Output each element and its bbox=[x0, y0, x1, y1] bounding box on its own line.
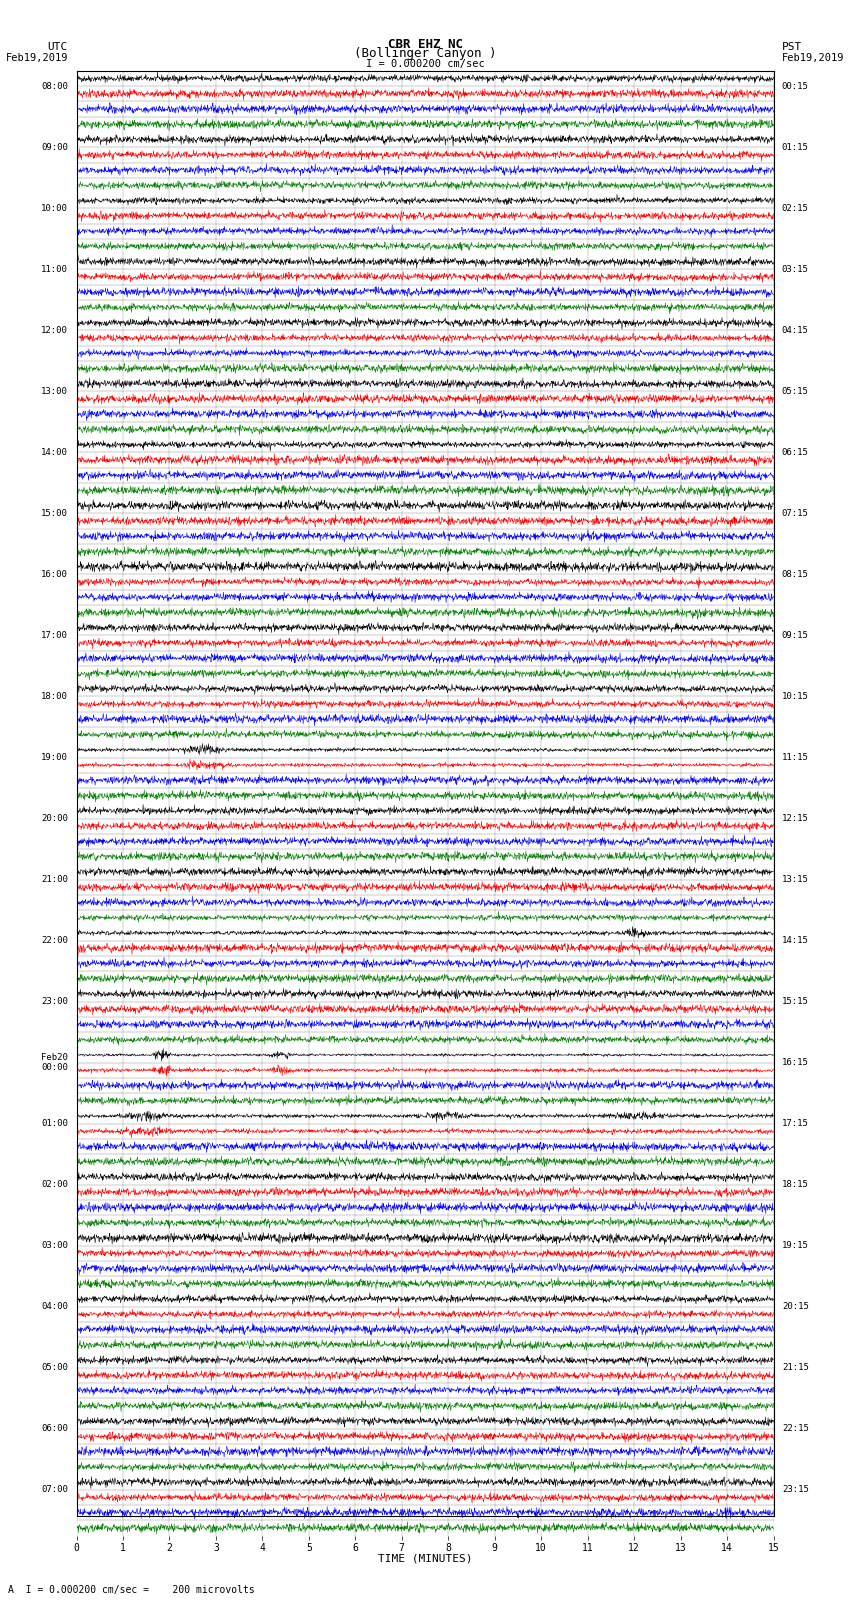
Text: 21:00: 21:00 bbox=[42, 876, 68, 884]
Text: 04:15: 04:15 bbox=[782, 326, 808, 336]
Text: 14:15: 14:15 bbox=[782, 936, 808, 945]
Text: 01:15: 01:15 bbox=[782, 144, 808, 152]
Text: 07:15: 07:15 bbox=[782, 510, 808, 518]
Text: 15:15: 15:15 bbox=[782, 997, 808, 1007]
Text: 03:00: 03:00 bbox=[42, 1242, 68, 1250]
Text: 20:15: 20:15 bbox=[782, 1302, 808, 1311]
Text: 16:00: 16:00 bbox=[42, 569, 68, 579]
Text: 19:15: 19:15 bbox=[782, 1242, 808, 1250]
Text: 10:15: 10:15 bbox=[782, 692, 808, 702]
Text: 20:00: 20:00 bbox=[42, 815, 68, 823]
Text: UTC: UTC bbox=[48, 42, 68, 52]
Text: 13:15: 13:15 bbox=[782, 876, 808, 884]
Text: A  I = 0.000200 cm/sec =    200 microvolts: A I = 0.000200 cm/sec = 200 microvolts bbox=[8, 1586, 255, 1595]
Text: 18:00: 18:00 bbox=[42, 692, 68, 702]
Text: 08:15: 08:15 bbox=[782, 569, 808, 579]
Text: 22:15: 22:15 bbox=[782, 1424, 808, 1434]
Text: PST: PST bbox=[782, 42, 802, 52]
Text: CBR EHZ NC: CBR EHZ NC bbox=[388, 37, 462, 50]
Text: 13:00: 13:00 bbox=[42, 387, 68, 395]
Text: 12:00: 12:00 bbox=[42, 326, 68, 336]
Text: 05:00: 05:00 bbox=[42, 1363, 68, 1373]
Text: 08:00: 08:00 bbox=[42, 82, 68, 90]
Text: 09:00: 09:00 bbox=[42, 144, 68, 152]
Text: Feb19,2019: Feb19,2019 bbox=[782, 53, 845, 63]
Text: 23:00: 23:00 bbox=[42, 997, 68, 1007]
Text: 23:15: 23:15 bbox=[782, 1486, 808, 1494]
Text: 21:15: 21:15 bbox=[782, 1363, 808, 1373]
Text: 11:00: 11:00 bbox=[42, 265, 68, 274]
Text: I = 0.000200 cm/sec: I = 0.000200 cm/sec bbox=[366, 58, 484, 69]
Text: 06:15: 06:15 bbox=[782, 448, 808, 456]
Text: (Bollinger Canyon ): (Bollinger Canyon ) bbox=[354, 47, 496, 60]
Text: 09:15: 09:15 bbox=[782, 631, 808, 640]
Text: 01:00: 01:00 bbox=[42, 1119, 68, 1127]
Text: 17:15: 17:15 bbox=[782, 1119, 808, 1127]
Text: 12:15: 12:15 bbox=[782, 815, 808, 823]
Text: Feb20
00:00: Feb20 00:00 bbox=[42, 1053, 68, 1073]
Text: 02:15: 02:15 bbox=[782, 203, 808, 213]
Text: 00:15: 00:15 bbox=[782, 82, 808, 90]
Text: 11:15: 11:15 bbox=[782, 753, 808, 761]
Text: 07:00: 07:00 bbox=[42, 1486, 68, 1494]
Text: 14:00: 14:00 bbox=[42, 448, 68, 456]
Text: 17:00: 17:00 bbox=[42, 631, 68, 640]
Text: 03:15: 03:15 bbox=[782, 265, 808, 274]
Text: 06:00: 06:00 bbox=[42, 1424, 68, 1434]
Text: 18:15: 18:15 bbox=[782, 1181, 808, 1189]
Text: 15:00: 15:00 bbox=[42, 510, 68, 518]
Text: 19:00: 19:00 bbox=[42, 753, 68, 761]
Text: TIME (MINUTES): TIME (MINUTES) bbox=[377, 1553, 473, 1563]
Text: Feb19,2019: Feb19,2019 bbox=[5, 53, 68, 63]
Text: 04:00: 04:00 bbox=[42, 1302, 68, 1311]
Text: 22:00: 22:00 bbox=[42, 936, 68, 945]
Text: 05:15: 05:15 bbox=[782, 387, 808, 395]
Text: 02:00: 02:00 bbox=[42, 1181, 68, 1189]
Text: 16:15: 16:15 bbox=[782, 1058, 808, 1068]
Text: 10:00: 10:00 bbox=[42, 203, 68, 213]
